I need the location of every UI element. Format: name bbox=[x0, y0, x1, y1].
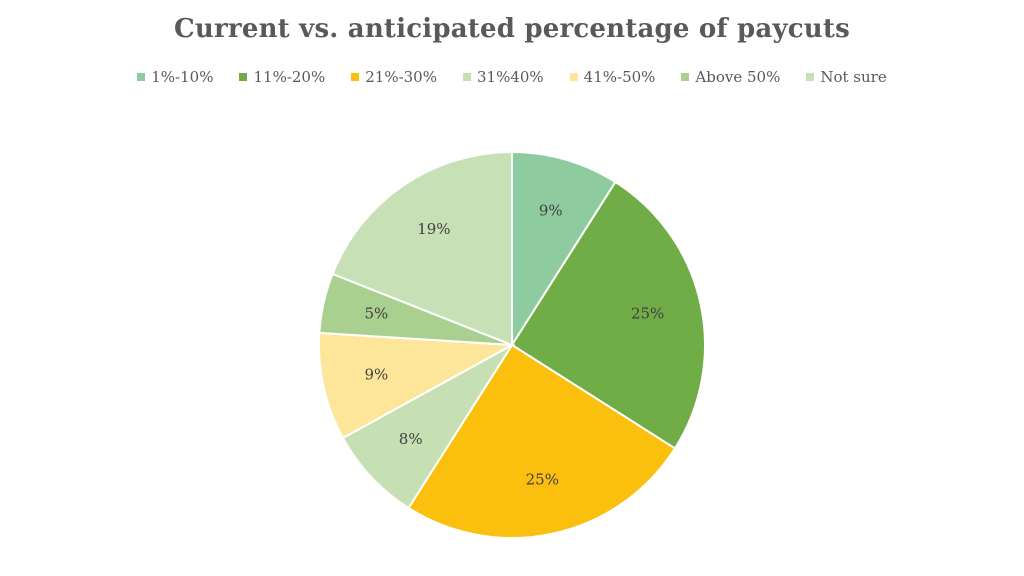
pie-slice-1 bbox=[511, 150, 617, 349]
pie-slice-7 bbox=[331, 150, 513, 347]
legend-label-6: Above 50% bbox=[695, 68, 781, 86]
legend-item-2: 11%-20% bbox=[239, 68, 325, 86]
pie-slices bbox=[318, 150, 706, 539]
legend-label-7: Not sure bbox=[820, 68, 887, 86]
data-label-6: 5% bbox=[364, 305, 388, 323]
legend: 1%-10% 11%-20% 21%-30% 31%40% 41%-50% Ab… bbox=[0, 68, 1024, 86]
legend-label-5: 41%-50% bbox=[583, 68, 656, 86]
legend-label-2: 11%-20% bbox=[253, 68, 326, 86]
data-label-1: 9% bbox=[539, 202, 563, 220]
pie-data-labels: 9% 25% 25% 8% 9% 5% 19% bbox=[364, 202, 664, 489]
legend-swatch-3 bbox=[351, 73, 360, 81]
legend-item-5: 41%-50% bbox=[569, 68, 656, 86]
legend-item-7: Not sure bbox=[806, 68, 887, 86]
legend-swatch-2 bbox=[239, 73, 248, 81]
legend-item-3: 21%-30% bbox=[351, 68, 437, 86]
legend-item-6: Above 50% bbox=[681, 68, 780, 86]
legend-swatch-7 bbox=[806, 73, 815, 81]
data-label-3: 25% bbox=[526, 471, 559, 489]
data-label-5: 9% bbox=[364, 365, 388, 383]
pie-slice-3 bbox=[407, 343, 677, 539]
pie-slice-2 bbox=[510, 180, 706, 450]
legend-item-4: 31%40% bbox=[462, 68, 544, 86]
data-label-2: 25% bbox=[631, 305, 664, 323]
legend-label-4: 31%40% bbox=[476, 68, 544, 86]
chart-title: Current vs. anticipated percentage of pa… bbox=[174, 14, 850, 44]
legend-swatch-1 bbox=[137, 73, 146, 81]
legend-swatch-4 bbox=[462, 73, 471, 81]
data-label-4: 8% bbox=[399, 430, 423, 448]
legend-swatch-6 bbox=[681, 73, 690, 81]
legend-label-1: 1%-10% bbox=[151, 68, 214, 86]
legend-swatch-5 bbox=[569, 73, 578, 81]
pie-slice-4 bbox=[341, 344, 513, 510]
pie-slice-5 bbox=[318, 331, 516, 440]
legend-item-1: 1%-10% bbox=[137, 68, 213, 86]
legend-label-3: 21%-30% bbox=[365, 68, 437, 86]
data-label-7: 19% bbox=[417, 220, 450, 238]
